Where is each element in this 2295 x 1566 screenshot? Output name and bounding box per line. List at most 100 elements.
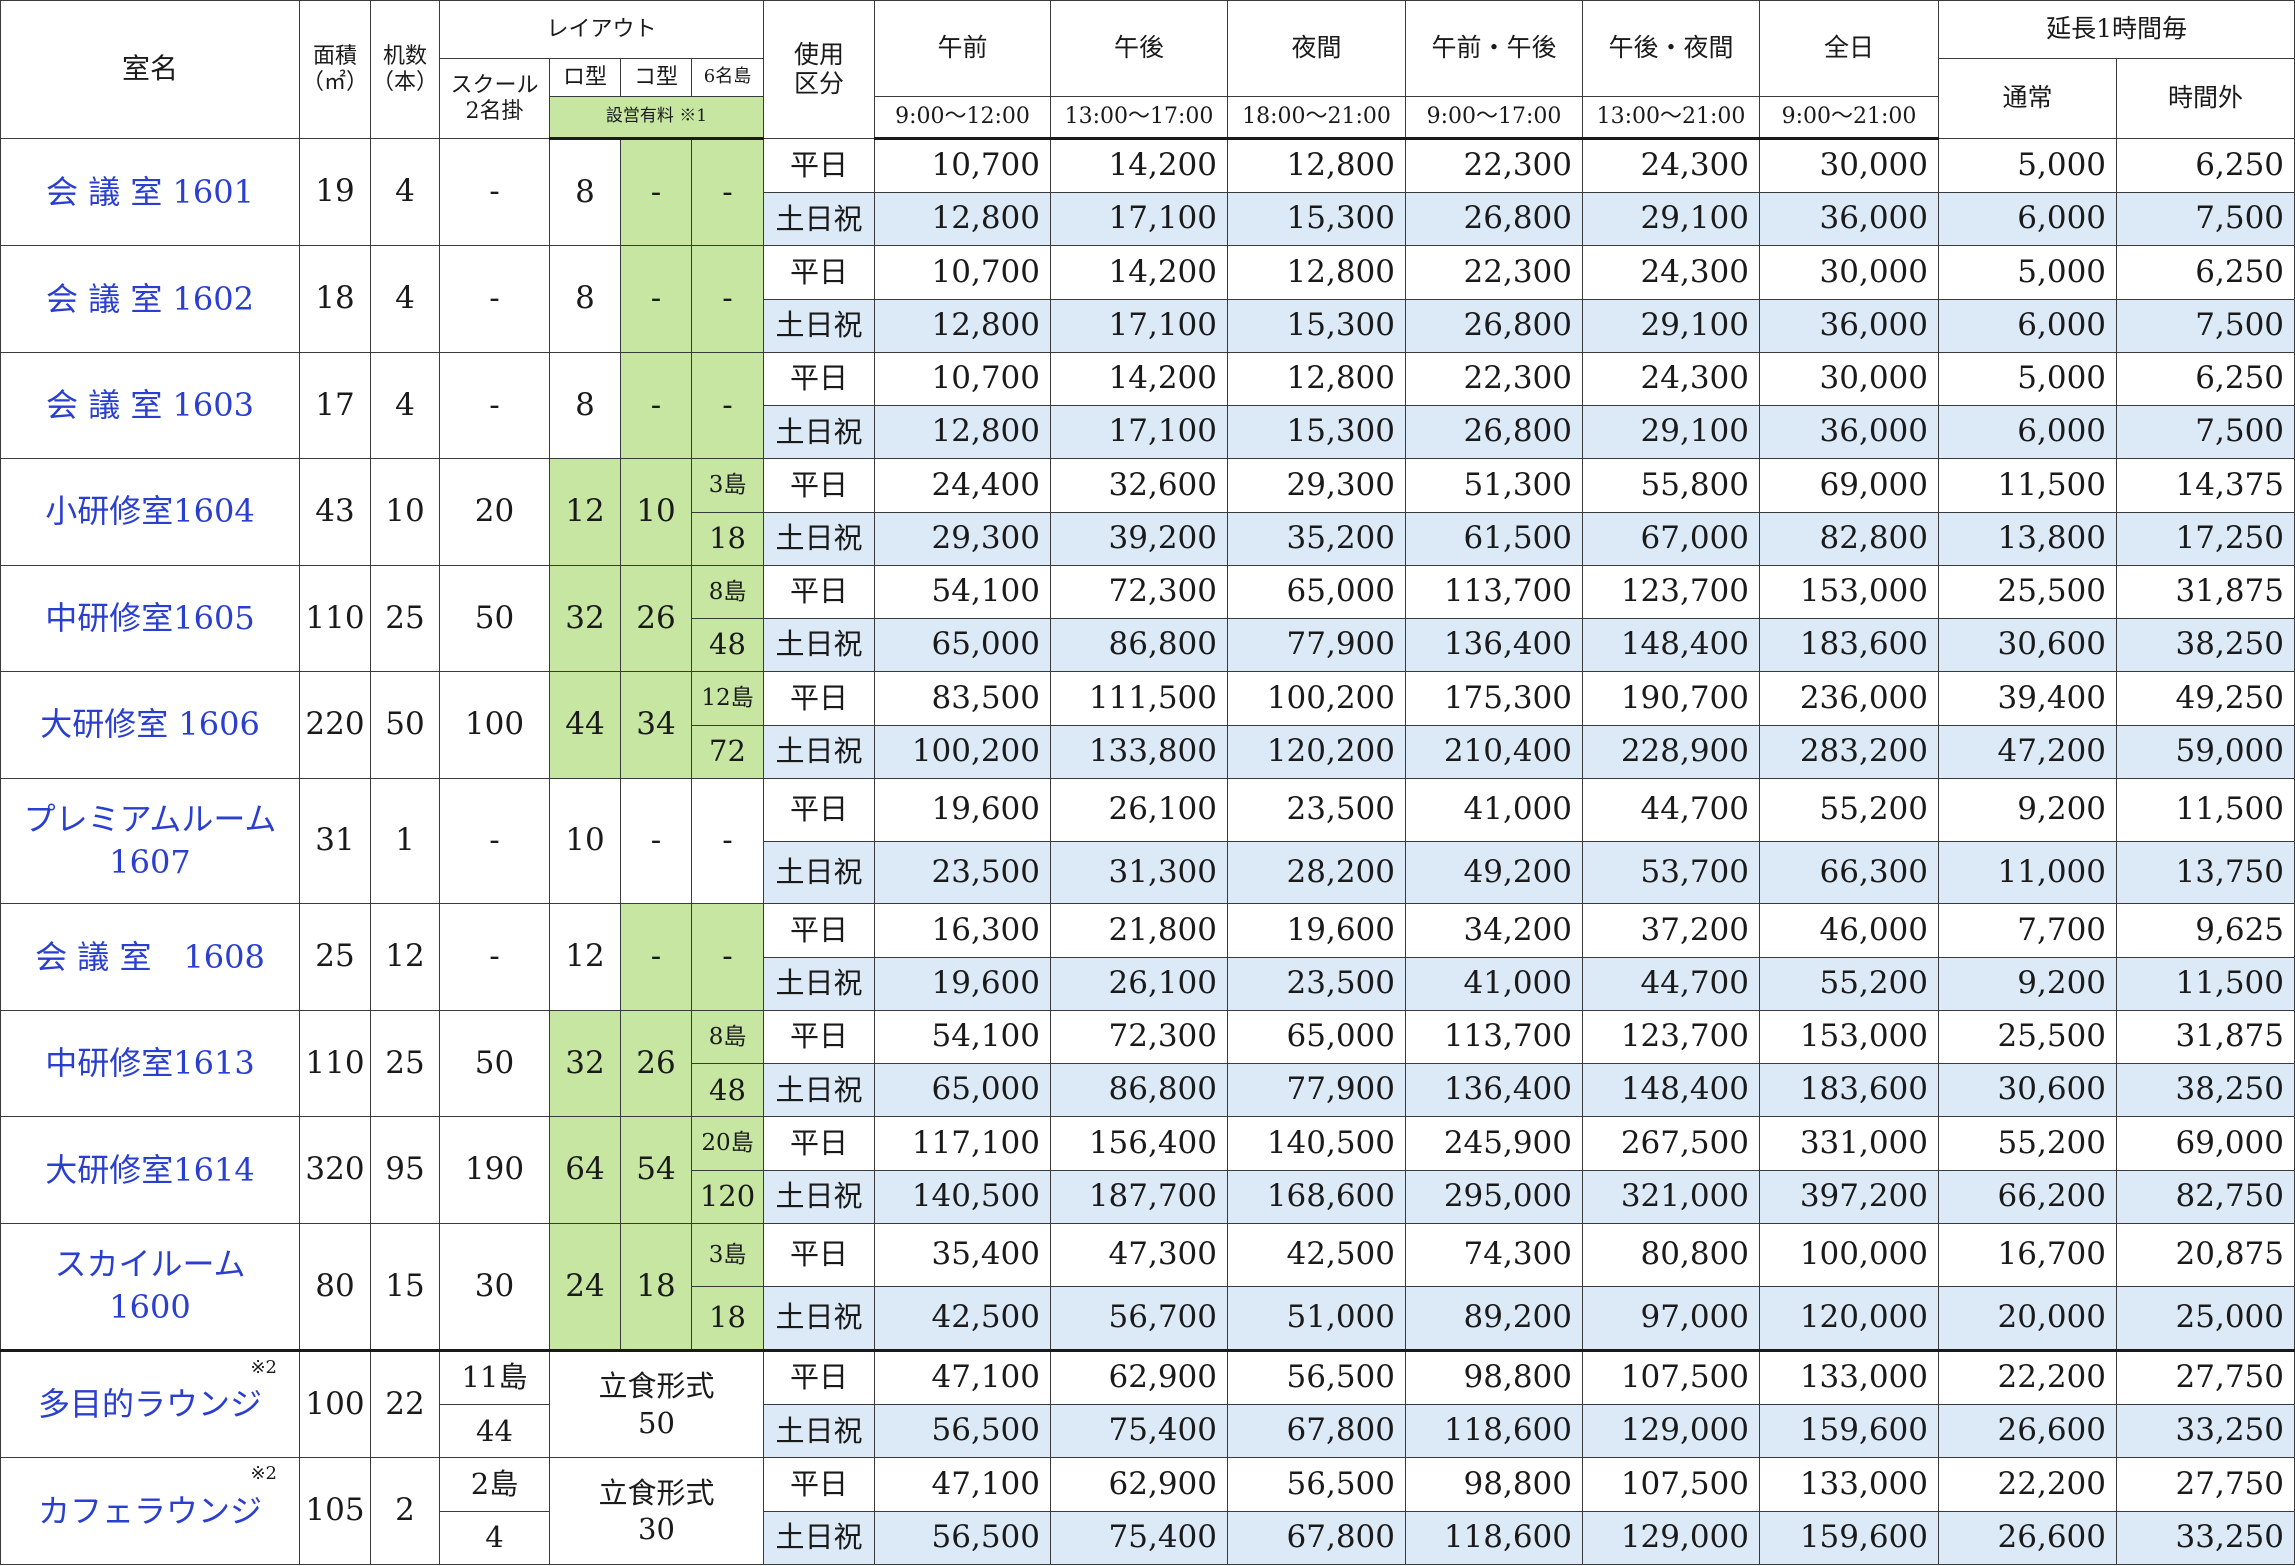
room-name-link[interactable]: 大研修室1614 xyxy=(0,1116,300,1224)
day-type-weekday: 平日 xyxy=(763,458,876,513)
layout-ko-type: 34 xyxy=(620,671,692,779)
layout-island-count: 12島 xyxy=(690,671,765,726)
lounge-name-link[interactable]: ※2 多目的ラウンジ xyxy=(0,1349,300,1459)
price-cell: 98,800 xyxy=(1405,1349,1584,1406)
day-type-weekend: 土日祝 xyxy=(763,511,876,566)
room-area: 110 xyxy=(299,564,371,673)
table-row: 会 議 室 1602 18 4-8- - 平日 10,700 14,200 12,800 22,… xyxy=(0,245,2295,353)
price-cell: 35,200 xyxy=(1227,511,1407,566)
room-name-link[interactable]: 会 議 室 1608 xyxy=(0,903,300,1011)
price-cell: 123,700 xyxy=(1582,564,1761,620)
price-cell: 11,500 xyxy=(1938,458,2118,513)
price-cell: 29,300 xyxy=(874,511,1052,566)
price-cell: 159,600 xyxy=(1759,1510,1940,1566)
room-desks: 4 xyxy=(370,137,440,247)
layout-ko-type: 26 xyxy=(620,1009,692,1118)
room-name-link[interactable]: 会 議 室 1601 xyxy=(0,137,300,247)
price-cell: 69,000 xyxy=(1759,458,1940,513)
price-cell: 7,500 xyxy=(2116,405,2295,460)
standing-buffet-capacity: 50 xyxy=(638,1405,675,1440)
layout-ko-type: - xyxy=(620,137,692,247)
room-area: 320 xyxy=(299,1116,371,1224)
layout-school: - xyxy=(439,245,550,353)
layout-school: 50 xyxy=(439,564,550,673)
price-cell: 175,300 xyxy=(1405,671,1584,726)
price-cell: 190,700 xyxy=(1582,671,1761,726)
room-name-link[interactable]: 小研修室1604 xyxy=(0,458,300,566)
price-cell: 72,300 xyxy=(1050,564,1229,620)
layout-island-capacity: 48 xyxy=(690,618,765,673)
room-name-link[interactable]: プレミアムルーム 1607 xyxy=(0,777,300,905)
header-setup-fee: 設営有料 ※1 xyxy=(548,96,765,140)
price-cell: 148,400 xyxy=(1582,618,1761,673)
price-cell: 61,500 xyxy=(1405,511,1584,566)
price-cell: 86,800 xyxy=(1050,618,1229,673)
price-cell: 47,300 xyxy=(1050,1222,1229,1287)
layout-ko-type: 18 xyxy=(620,1222,692,1352)
price-cell: 23,500 xyxy=(874,840,1052,905)
room-name-line: 会 議 室 1603 xyxy=(46,386,254,424)
room-name-link[interactable]: スカイルーム 1600 xyxy=(0,1222,300,1352)
price-cell: 54,100 xyxy=(874,564,1052,620)
header-room-name: 室名 xyxy=(0,0,300,139)
layout-ko-type: 10 xyxy=(620,458,692,566)
price-cell: 74,300 xyxy=(1405,1222,1584,1287)
layout-island: - xyxy=(690,777,765,905)
room-area: 31 xyxy=(299,777,371,905)
price-cell: 33,250 xyxy=(2116,1510,2295,1566)
price-cell: 100,200 xyxy=(874,724,1052,779)
room-desks: 50 xyxy=(370,671,440,779)
price-cell: 7,500 xyxy=(2116,298,2295,353)
room-name-link[interactable]: 中研修室1613 xyxy=(0,1009,300,1118)
header-school-line1: スクール xyxy=(450,73,539,99)
table-row: 土日祝 12,800 17,100 15,300 26,800 29,100 36,000 6… xyxy=(1,405,2295,460)
room-name-link[interactable]: 会 議 室 1603 xyxy=(0,351,300,460)
price-cell: 62,900 xyxy=(1050,1457,1229,1512)
day-type-weekday: 平日 xyxy=(763,903,876,958)
room-desks: 4 xyxy=(370,351,440,460)
room-name-line: 中研修室1605 xyxy=(45,598,255,637)
price-cell: 77,900 xyxy=(1227,1063,1407,1118)
price-cell: 59,000 xyxy=(2116,724,2295,779)
price-cell: 22,300 xyxy=(1405,245,1584,300)
price-cell: 117,100 xyxy=(874,1116,1052,1171)
price-cell: 133,000 xyxy=(1759,1349,1940,1406)
price-cell: 27,750 xyxy=(2116,1349,2295,1406)
day-type-weekday: 平日 xyxy=(763,1116,876,1171)
price-cell: 17,100 xyxy=(1050,298,1229,353)
room-area: 17 xyxy=(299,351,371,460)
price-cell: 56,500 xyxy=(1227,1349,1407,1406)
layout-island-capacity: 120 xyxy=(690,1169,765,1224)
price-cell: 6,250 xyxy=(2116,351,2295,407)
header-period-am-pm: 午前・午後 xyxy=(1405,0,1584,97)
layout-school: 50 xyxy=(439,1009,550,1118)
price-cell: 55,200 xyxy=(1759,956,1940,1011)
rate-table-body: 会 議 室 1601 19 4-8- - 平日 10,700 14,200 12,800 22,… xyxy=(0,137,2295,1566)
lounge-island-capacity: 4 xyxy=(439,1510,550,1566)
header-period-night: 夜間 xyxy=(1227,0,1407,97)
lounge-name-link[interactable]: ※2 カフェラウンジ xyxy=(0,1457,300,1565)
price-cell: 107,500 xyxy=(1582,1349,1761,1406)
header-ko-type: コ型 xyxy=(620,58,692,97)
price-cell: 36,000 xyxy=(1759,298,1940,353)
layout-ro-type: 8 xyxy=(549,351,621,460)
room-area: 43 xyxy=(299,458,371,566)
price-cell: 14,200 xyxy=(1050,137,1229,194)
price-cell: 65,000 xyxy=(874,618,1052,673)
price-cell: 140,500 xyxy=(1227,1116,1407,1171)
table-row: 48 土日祝 65,000 86,800 77,900 136,400 148,400 183… xyxy=(1,618,2295,673)
layout-school: - xyxy=(439,351,550,460)
price-cell: 82,750 xyxy=(2116,1169,2295,1224)
price-cell: 136,400 xyxy=(1405,618,1584,673)
room-name-link[interactable]: 会 議 室 1602 xyxy=(0,245,300,353)
price-cell: 54,100 xyxy=(874,1009,1052,1065)
room-name-link[interactable]: 大研修室 1606 xyxy=(0,671,300,779)
room-name-link[interactable]: 中研修室1605 xyxy=(0,564,300,673)
standing-buffet-label: 立食形式 xyxy=(598,1475,715,1510)
room-desks: 1 xyxy=(370,777,440,905)
table-row: ※2 カフェラウンジ 105 2 2島 立食形式 30 平日 47,100 62,900 56,50… xyxy=(0,1457,2295,1565)
price-cell: 133,000 xyxy=(1759,1457,1940,1512)
room-name-line: 1600 xyxy=(109,1288,191,1327)
day-type-weekend: 土日祝 xyxy=(763,724,876,779)
room-name-line: 小研修室1604 xyxy=(45,492,255,531)
